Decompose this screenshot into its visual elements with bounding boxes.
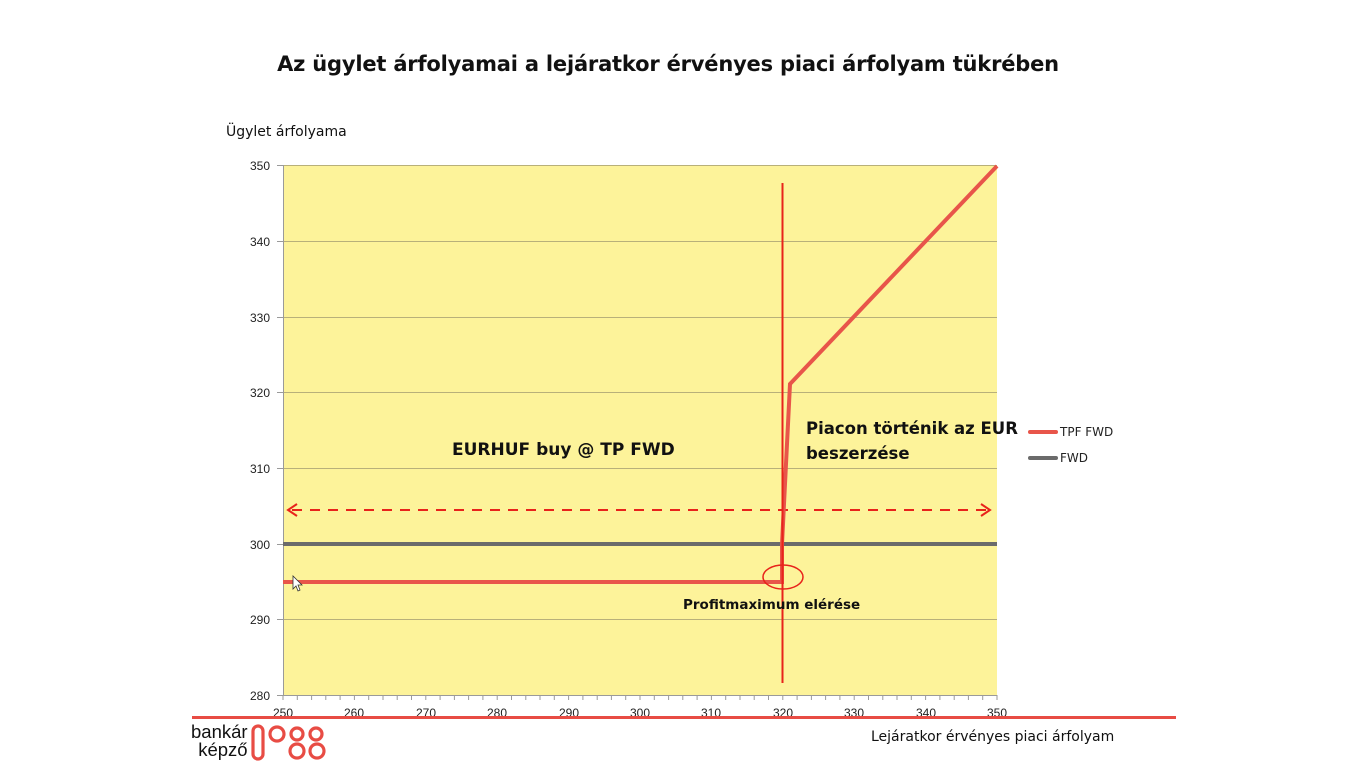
svg-text:350: 350 — [250, 159, 270, 173]
svg-text:290: 290 — [250, 613, 270, 627]
annotation-market: Piacon történik az EUR beszerzése — [806, 416, 1018, 466]
svg-text:330: 330 — [250, 311, 270, 325]
mouse-cursor-icon — [292, 575, 303, 592]
svg-text:310: 310 — [250, 462, 270, 476]
plot-area — [283, 165, 997, 695]
legend-swatch-tpf — [1028, 430, 1058, 434]
legend-label: FWD — [1060, 451, 1089, 465]
svg-text:280: 280 — [250, 689, 270, 703]
x-minor-ticks — [282, 695, 998, 700]
profit-ellipse — [762, 564, 804, 590]
bankar-kepzo-logo: bankár képző — [191, 721, 327, 762]
svg-text:300: 300 — [250, 538, 270, 552]
logo-text: bankár képző — [191, 721, 248, 760]
legend-item-fwd: FWD — [1028, 445, 1113, 471]
y-tick-labels: 350 340 330 320 310 300 290 280 — [250, 159, 270, 703]
y-axis-label: Ügylet árfolyama — [226, 124, 347, 140]
x-axis-label: Lejáratkor érvényes piaci árfolyam — [871, 729, 1115, 745]
logo-mark-icon — [250, 724, 326, 761]
annotation-buy: EURHUF buy @ TP FWD — [452, 440, 675, 460]
svg-text:320: 320 — [250, 386, 270, 400]
footer-divider — [192, 716, 1176, 719]
legend-swatch-fwd — [1028, 456, 1058, 460]
svg-text:340: 340 — [250, 235, 270, 249]
logo-line1: bankár — [191, 721, 248, 742]
legend-label: TPF FWD — [1060, 425, 1114, 439]
annotation-market-line2: beszerzése — [806, 444, 910, 463]
annotation-market-line1: Piacon történik az EUR — [806, 419, 1018, 438]
logo-line2: képző — [198, 739, 248, 760]
annotation-profit: Profitmaximum elérése — [683, 597, 861, 613]
double-arrow-dashed — [286, 503, 992, 517]
legend: TPF FWD FWD — [1028, 419, 1113, 471]
slide-title: Az ügylet árfolyamai a lejáratkor érvény… — [277, 52, 1059, 76]
legend-item-tpf-fwd: TPF FWD — [1028, 419, 1113, 445]
